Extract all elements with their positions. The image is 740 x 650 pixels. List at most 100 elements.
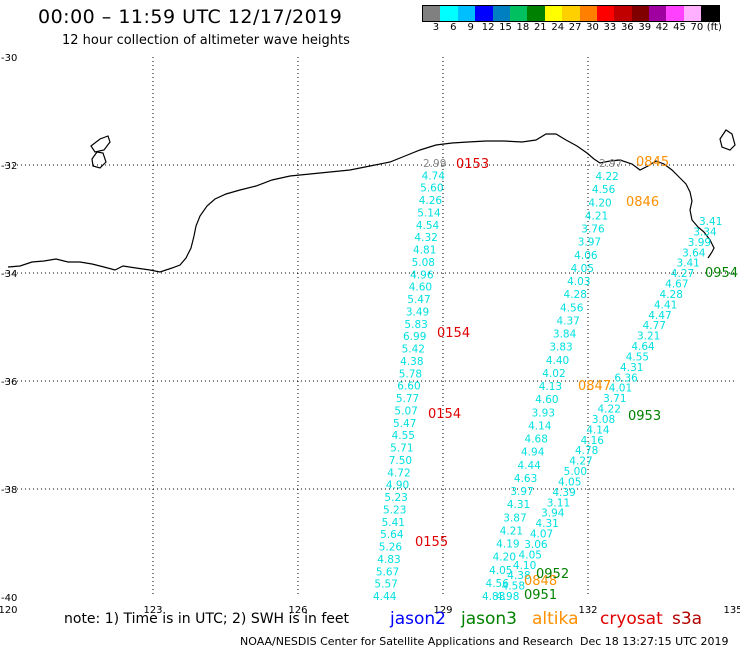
scale-swatch	[509, 6, 528, 21]
overpass-time-label: 0846	[626, 195, 659, 210]
wave-height-value: 4.44	[373, 591, 397, 603]
wave-height-value: 4.67	[665, 279, 688, 291]
wave-height-value: 4.31	[507, 499, 530, 511]
lat-label: -40	[1, 593, 17, 604]
scale-label: 70	[690, 22, 704, 33]
scale-swatch	[475, 6, 493, 21]
footer-note: note: 1) Time is in UTC; 2) SWH is in fe…	[64, 611, 350, 627]
wave-height-value: 3.76	[581, 224, 605, 236]
wave-height-value: 3.11	[547, 497, 570, 509]
wave-height-value: 4.14	[528, 420, 552, 432]
wave-height-value: 4.40	[546, 355, 569, 367]
wave-height-value: 4.31	[620, 362, 643, 374]
wave-height-value: 5.00	[564, 466, 587, 478]
wave-height-value: 3.97	[510, 486, 533, 498]
wave-height-value: 4.74	[422, 170, 446, 182]
wave-height-value: 4.13	[539, 381, 562, 393]
wave-height-value: 2.99	[423, 158, 446, 170]
wave-height-value: 2.97	[599, 158, 622, 170]
wave-height-value: 4.60	[409, 282, 432, 294]
wave-height-value: 5.23	[384, 492, 407, 504]
lon-label: 135	[723, 605, 740, 616]
wave-height-value: 3.41	[676, 258, 699, 270]
overpass-time-label: 0155	[415, 535, 448, 550]
wave-height-value: 4.63	[514, 473, 537, 485]
wave-height-value: 3.94	[541, 508, 565, 520]
scale-swatch	[596, 6, 615, 21]
time-labels: 0153 0154 0154 0155 0845 0846 0847 0848 0954 0953…	[415, 155, 738, 603]
scale-swatch	[649, 6, 667, 21]
wave-height-value: 5.07	[394, 405, 417, 417]
wave-height-value: 5.08	[412, 257, 435, 269]
wave-height-value: 4.68	[525, 434, 548, 446]
scale-label: 39	[638, 22, 652, 33]
scale-label: 33	[603, 22, 617, 33]
wave-height-value: 3.64	[682, 247, 706, 259]
overpass-time-label: 0951	[524, 588, 557, 603]
wave-height-value: 4.28	[564, 289, 587, 301]
wave-height-value: 4.07	[530, 529, 553, 541]
coastline	[7, 129, 736, 273]
scale-label: 6	[450, 22, 457, 33]
wave-height-value: 5.77	[396, 393, 419, 405]
wave-height-value: 5.41	[382, 517, 405, 529]
tasman-peninsula	[719, 129, 736, 151]
scale-swatch	[579, 6, 597, 21]
wave-height-value: 4.72	[387, 467, 410, 479]
scale-label: 42	[655, 22, 669, 33]
legend-jason3: jason3	[461, 609, 517, 629]
scale-swatch	[423, 6, 441, 21]
legend-s3a: s3a	[672, 609, 703, 629]
wave-height-value: 4.83	[377, 554, 400, 566]
wave-height-value: 4.16	[581, 435, 605, 447]
wave-height-value: 4.56	[592, 184, 616, 196]
lon-label: 126	[288, 605, 307, 616]
wave-height-value: 6.99	[403, 331, 426, 343]
wave-height-value: 3.49	[406, 306, 429, 318]
legend-altika: altika	[532, 609, 579, 629]
wave-height-value: 4.01	[609, 383, 632, 395]
wave-height-value: 5.60	[420, 183, 443, 195]
wave-height-value: 4.41	[654, 299, 677, 311]
australia-south-coast	[7, 133, 715, 273]
wave-height-value: 5.83	[404, 319, 427, 331]
wave-height-value: 3.08	[592, 414, 615, 426]
wave-height-value: 3.34	[693, 226, 717, 238]
wave-height-value: 4.94	[521, 447, 545, 459]
track-values: 2.994.745.604.265.144.544.324.815.084.96…	[373, 158, 722, 603]
wave-height-value: 4.05	[519, 549, 542, 561]
scale-label: 21	[533, 22, 547, 33]
overpass-time-label: 0952	[536, 567, 569, 582]
wave-height-value: 4.31	[535, 518, 558, 530]
overpass-time-label: 0153	[456, 157, 489, 172]
scale-swatch	[440, 6, 458, 21]
wave-height-value: 5.57	[374, 579, 397, 591]
lat-label: -36	[1, 377, 17, 388]
wave-height-value: 4.56	[486, 578, 510, 590]
scale-swatch	[544, 6, 563, 21]
wave-height-value: 3.87	[503, 512, 526, 524]
wave-height-value: 5.42	[402, 344, 425, 356]
wave-height-value: 4.38	[507, 570, 530, 582]
wave-height-value: 4.05	[489, 565, 512, 577]
wave-height-value: 4.05	[571, 263, 594, 275]
wave-height-value: 4.83	[482, 591, 505, 603]
wave-height-value: 4.56	[560, 302, 584, 314]
wave-height-value: 6.60	[397, 381, 420, 393]
island-small-1	[90, 135, 111, 153]
wave-height-value: 4.20	[588, 197, 611, 209]
wave-height-value: 4.58	[502, 581, 525, 593]
lat-lon-grid	[5, 57, 735, 597]
wave-height-value: 4.06	[574, 250, 598, 262]
wave-height-value: 4.19	[496, 539, 519, 551]
scale-label: 9	[467, 22, 474, 33]
overpass-time-label: 0954	[705, 266, 738, 281]
scale-swatch	[562, 6, 580, 21]
credit-text: NOAA/NESDIS Center for Satellite Applica…	[240, 635, 574, 648]
wave-height-value: 4.21	[585, 210, 608, 222]
timestamp-text: Dec 18 13:27:15 UTC 2019	[580, 635, 729, 648]
color-scale-bar	[422, 5, 720, 22]
wave-height-value: 3.97	[578, 237, 601, 249]
lon-label: 120	[0, 605, 18, 616]
